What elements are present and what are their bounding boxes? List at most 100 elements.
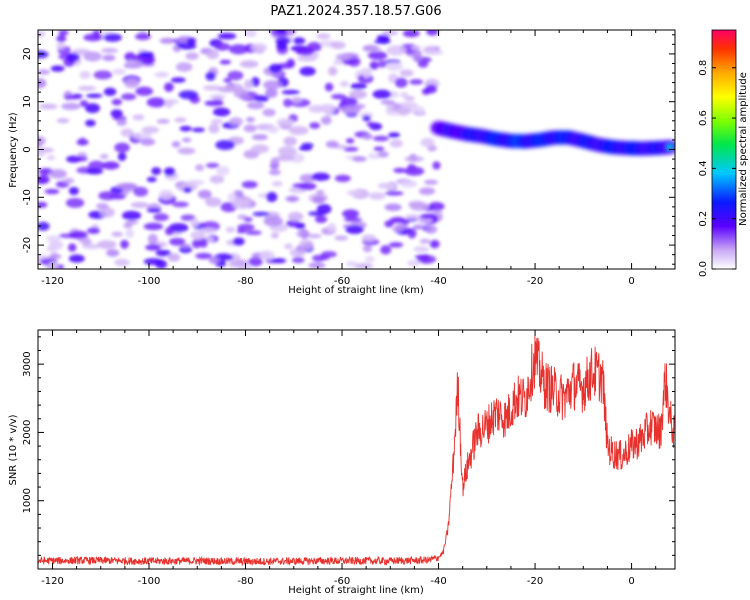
noise-blob xyxy=(190,218,200,228)
noise-blob xyxy=(178,90,199,100)
noise-blob xyxy=(342,209,360,219)
noise-blob xyxy=(379,37,389,43)
noise-blob xyxy=(345,260,358,267)
noise-blob xyxy=(87,227,100,234)
noise-blob xyxy=(266,191,278,203)
noise-blob xyxy=(179,243,191,249)
noise-blob xyxy=(88,160,105,171)
x-tick-label: -20 xyxy=(527,276,543,287)
snr-series-line xyxy=(38,335,675,567)
noise-blob xyxy=(299,66,316,77)
noise-blob xyxy=(241,180,258,189)
noise-blob xyxy=(120,239,129,249)
noise-blob xyxy=(316,189,325,195)
noise-blob xyxy=(287,211,304,222)
noise-blob xyxy=(73,156,88,162)
noise-blob xyxy=(38,201,48,208)
noise-blob xyxy=(271,180,283,187)
y-tick-label: 20 xyxy=(22,48,33,61)
noise-blob xyxy=(244,30,257,38)
noise-blob xyxy=(262,108,276,117)
figure-title: PAZ1.2024.357.18.57.G06 xyxy=(270,4,441,19)
noise-blob xyxy=(417,60,429,68)
noise-blob xyxy=(278,146,297,157)
noise-blob xyxy=(270,157,280,168)
noise-blob xyxy=(324,107,333,117)
noise-blob xyxy=(308,262,326,269)
noise-blob xyxy=(212,107,231,117)
noise-blob xyxy=(38,31,46,38)
noise-blob xyxy=(239,94,252,100)
noise-blob xyxy=(46,235,61,243)
noise-blob xyxy=(223,78,232,83)
noise-blob xyxy=(227,192,237,202)
noise-blob xyxy=(114,142,130,153)
noise-blob xyxy=(39,103,58,110)
noise-blob xyxy=(210,118,223,125)
noise-blob xyxy=(404,155,424,163)
noise-blob xyxy=(415,106,425,114)
noise-blob xyxy=(151,167,162,176)
noise-blob xyxy=(389,216,407,224)
noise-blob xyxy=(38,221,50,231)
noise-blob xyxy=(177,147,196,155)
noise-blob xyxy=(114,258,130,267)
noise-blob xyxy=(49,254,62,260)
noise-blob xyxy=(106,249,120,257)
noise-blob xyxy=(132,114,145,121)
noise-blob xyxy=(386,45,407,56)
noise-blob xyxy=(69,230,88,239)
noise-blob xyxy=(138,51,154,58)
noise-blob xyxy=(135,33,151,41)
noise-blob xyxy=(340,97,358,107)
x-tick-label: -120 xyxy=(41,276,64,287)
noise-blob xyxy=(228,44,249,55)
noise-blob xyxy=(292,37,306,45)
noise-blob xyxy=(394,77,408,88)
noise-blob xyxy=(327,222,337,232)
noise-blob xyxy=(192,239,202,249)
noise-blob xyxy=(284,243,293,250)
noise-blob xyxy=(276,118,295,127)
noise-blob xyxy=(103,33,122,42)
noise-blob xyxy=(411,45,422,51)
noise-blob xyxy=(195,164,205,172)
noise-blob xyxy=(245,117,256,123)
noise-blob xyxy=(77,85,97,91)
noise-blob xyxy=(179,125,192,132)
noise-blob xyxy=(205,197,222,207)
noise-blob xyxy=(85,103,101,113)
x-tick-label: -40 xyxy=(430,276,446,287)
colorbar-label: Normalized spectral amplitude xyxy=(738,72,749,226)
noise-blob xyxy=(324,82,334,92)
noise-blob xyxy=(289,248,306,257)
noise-blob xyxy=(205,71,216,81)
noise-blob xyxy=(182,137,192,143)
noise-blob xyxy=(339,81,349,87)
noise-blob xyxy=(288,126,309,135)
noise-blob xyxy=(407,259,420,267)
noise-blob xyxy=(206,49,220,60)
noise-blob xyxy=(158,189,174,200)
noise-blob xyxy=(183,187,192,193)
noise-blob xyxy=(191,127,205,133)
noise-blob xyxy=(83,51,102,62)
noise-blob xyxy=(101,161,120,170)
snr-ylabel: SNR (10 * v/v) xyxy=(8,414,19,485)
noise-blob xyxy=(117,152,127,161)
noise-blob xyxy=(422,46,438,55)
x-tick-label: -60 xyxy=(334,576,350,587)
noise-blob xyxy=(407,163,417,172)
noise-blob xyxy=(418,187,436,195)
y-tick-label: 0 xyxy=(22,146,33,152)
noise-blob xyxy=(153,213,169,222)
noise-blob xyxy=(312,195,326,204)
noise-blob xyxy=(199,238,208,248)
noise-blob xyxy=(110,109,123,118)
noise-blob xyxy=(396,106,411,115)
noise-blob xyxy=(291,96,302,104)
spectrogram-xlabel: Height of straight line (km) xyxy=(288,285,424,296)
noise-blob xyxy=(232,237,245,246)
colorbar-tick-label: 0.8 xyxy=(698,60,709,76)
noise-blob xyxy=(44,188,60,195)
